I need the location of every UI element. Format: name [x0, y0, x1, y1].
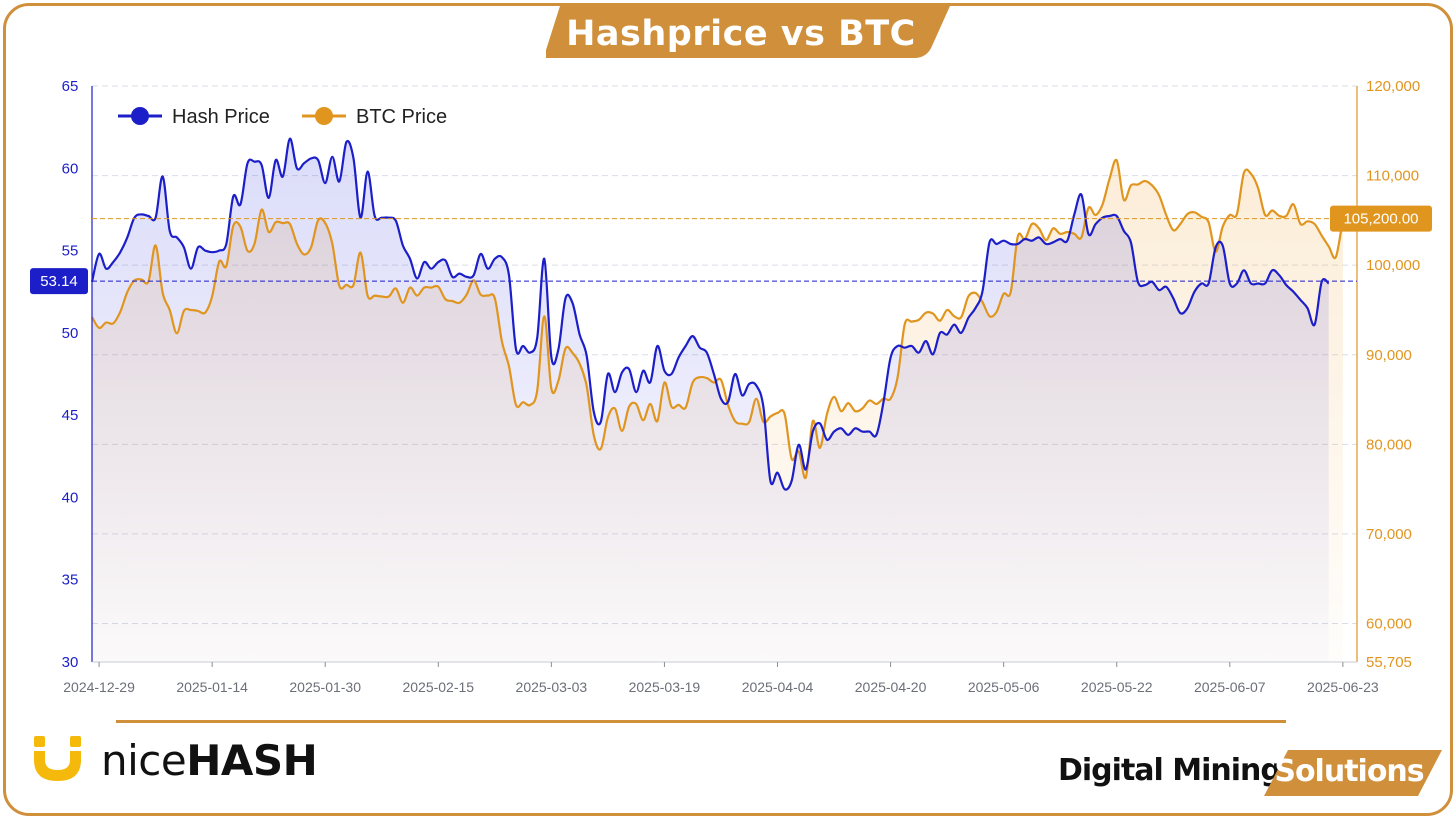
left-tick-label-7: 65 — [62, 78, 79, 95]
x-tick-label-10: 2025-06-07 — [1194, 679, 1266, 695]
right-tick-label-5: 100,000 — [1366, 257, 1420, 274]
x-tick-label-1: 2025-01-14 — [176, 679, 248, 695]
x-tick-label-2: 2025-01-30 — [289, 679, 361, 695]
x-tick-label-0: 2024-12-29 — [63, 679, 135, 695]
title-tab: Hashprice vs BTC — [546, 6, 950, 58]
nicehash-wordmark-bold: HASH — [186, 736, 318, 785]
right-tick-label-1: 60,000 — [1366, 616, 1412, 633]
x-tick-label-6: 2025-04-04 — [742, 679, 814, 695]
right-tick-label-0: 55,705 — [1366, 654, 1412, 671]
footer-divider — [116, 720, 1286, 723]
right-tick-label-2: 70,000 — [1366, 526, 1412, 543]
x-tick-label-4: 2025-03-03 — [516, 679, 588, 695]
left-tick-label-0: 30 — [62, 654, 79, 671]
dms-badge-label: Solutions — [1274, 754, 1424, 789]
legend-marker-1 — [315, 107, 333, 125]
left-tick-label-6: 60 — [62, 160, 79, 177]
chart-title: Hashprice vs BTC — [566, 14, 916, 54]
legend-label-1: BTC Price — [356, 106, 447, 128]
right-tick-label-4: 90,000 — [1366, 347, 1412, 364]
nicehash-logo-icon — [34, 736, 81, 781]
left-tick-label-2: 40 — [62, 489, 79, 506]
hashprice-btc-chart: 30 35 40 45 50 55 60 65 55,705 60,000 70,000 80,000… — [30, 78, 1432, 695]
left-tick-label-4: 50 — [62, 325, 79, 342]
x-tick-label-5: 2025-03-19 — [629, 679, 701, 695]
x-tick-label-8: 2025-05-06 — [968, 679, 1040, 695]
dms-badge-shape — [1264, 750, 1442, 796]
dms-wordmark: Digital Mining — [1058, 753, 1282, 788]
x-tick-label-11: 2025-06-23 — [1307, 679, 1379, 695]
left-tick-label-3: 45 — [62, 407, 79, 424]
nicehash-wordmark-thin: nice — [101, 736, 187, 785]
btc-current-badge — [1330, 205, 1432, 232]
nicehash-wordmark: niceHASH — [101, 736, 318, 785]
x-tick-label-9: 2025-05-22 — [1081, 679, 1153, 695]
hash-current-label: 53.14 — [40, 273, 78, 290]
card-frame: Hashprice vs BTC 30 35 40 45 50 55 60 65 55,705 6… — [3, 3, 1453, 816]
legend-marker-0 — [131, 107, 149, 125]
x-tick-label-7: 2025-04-20 — [855, 679, 927, 695]
hash-price-area — [92, 138, 1329, 663]
right-tick-label-6: 110,000 — [1366, 168, 1419, 185]
left-tick-label-1: 35 — [62, 572, 79, 589]
left-tick-label-5: 55 — [62, 243, 79, 260]
title-tab-shape — [546, 6, 950, 58]
right-tick-label-7: 120,000 — [1366, 78, 1420, 95]
hash-current-badge — [30, 268, 88, 295]
hash-price-line — [90, 137, 1330, 491]
x-tick-label-3: 2025-02-15 — [402, 679, 474, 695]
legend-label-0: Hash Price — [172, 106, 270, 128]
right-tick-label-3: 80,000 — [1366, 436, 1412, 453]
btc-current-label: 105,200.00 — [1343, 211, 1418, 228]
